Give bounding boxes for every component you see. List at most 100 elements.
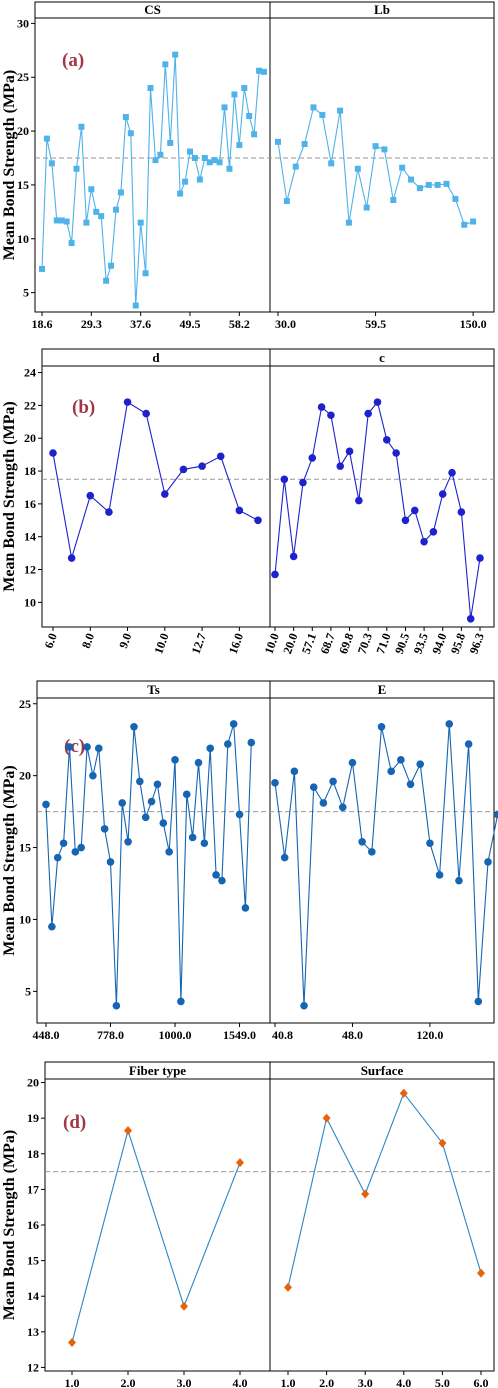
data-point (98, 213, 105, 220)
x-tick-label: 10.0 (261, 631, 281, 656)
data-point (226, 165, 233, 172)
x-tick-label: 93.5 (411, 631, 431, 656)
data-point (251, 131, 258, 138)
data-point (256, 67, 263, 74)
y-tick-label: 20 (19, 769, 31, 783)
y-tick-label: 18 (27, 1147, 39, 1161)
data-point (194, 758, 203, 767)
data-point (337, 107, 344, 114)
panel-frame (34, 1, 495, 313)
facet-surface: Surface 1.0 2.0 3.0 4.0 5.0 6.0 (281, 1063, 489, 1388)
facet-title: c (379, 350, 385, 365)
data-point (445, 720, 454, 728)
x-tick-label: 150.0 (460, 317, 487, 331)
data-point (484, 858, 492, 866)
data-point (426, 839, 434, 848)
y-tick-label: 12 (24, 563, 36, 577)
data-point (280, 475, 289, 484)
data-point (322, 1113, 331, 1123)
x-tick-label: 3.0 (177, 1376, 192, 1388)
data-point (130, 722, 138, 731)
data-point (58, 217, 65, 224)
data-point (63, 218, 70, 225)
data-point (354, 165, 361, 172)
x-tick-label: 49.5 (180, 317, 201, 331)
y-axis-label: Mean Bond Strength (MPa) (1, 765, 18, 955)
data-point (216, 159, 223, 166)
data-point (117, 189, 124, 196)
data-point (241, 85, 248, 91)
y-tick-label: 20 (27, 1076, 39, 1090)
y-tick-label: 5 (23, 286, 29, 300)
data-point (42, 800, 50, 809)
y-tick-label: 5 (25, 984, 31, 998)
y-tick-label: 13 (27, 1325, 39, 1339)
data-point (319, 111, 326, 118)
data-point (206, 159, 213, 166)
y-tick-label: 20 (24, 431, 36, 445)
y-tick-label: 10 (19, 912, 31, 926)
data-point (141, 813, 150, 822)
data-point (177, 997, 185, 1006)
data-point (493, 810, 498, 819)
data-point (271, 570, 279, 579)
data-point (310, 104, 317, 111)
data-point (390, 197, 397, 203)
y-tick-label: 20 (17, 124, 29, 138)
data-point (372, 143, 379, 150)
data-point (309, 783, 318, 791)
data-point (416, 760, 425, 768)
data-point (289, 552, 298, 561)
x-tick-label: 68.7 (317, 631, 337, 656)
panel-frame (41, 348, 495, 628)
data-point (317, 403, 326, 411)
facet-title: CS (144, 2, 161, 17)
data-point (461, 221, 468, 228)
data-point (452, 195, 459, 202)
data-point (94, 744, 103, 753)
data-point (383, 436, 391, 444)
data-point (83, 219, 90, 226)
x-tick-label: 71.0 (373, 631, 393, 656)
series-line (45, 723, 252, 1006)
data-point (368, 848, 376, 856)
data-point (399, 164, 406, 171)
y-tick-label: 25 (19, 697, 31, 711)
panel-label: (d) (63, 1112, 86, 1133)
x-tick-label: 1.0 (65, 1376, 80, 1388)
data-point (229, 720, 238, 728)
data-point (68, 240, 75, 247)
data-point (53, 853, 62, 862)
data-point (329, 777, 337, 786)
data-point (108, 262, 115, 269)
data-point (455, 876, 463, 885)
data-point (68, 1338, 76, 1348)
facet-c: c 10.020.057.168.769.870.371.090.593.594.… (261, 350, 486, 656)
x-tick-label: 40.8 (272, 1028, 293, 1042)
x-tick-label: 4.0 (233, 1376, 248, 1388)
data-point (457, 508, 466, 516)
y-tick-label: 15 (19, 841, 31, 855)
data-point (182, 790, 191, 799)
x-tick-label: 96.3 (466, 631, 486, 656)
data-point (397, 756, 405, 764)
facet-ts: Ts 448.0 778.0 1000.0 1549.0 (33, 682, 257, 1042)
data-point (381, 146, 388, 153)
series-line (71, 1128, 241, 1343)
series-line (277, 106, 474, 226)
series-line (41, 54, 265, 306)
data-point (93, 208, 100, 215)
data-point (474, 997, 483, 1006)
data-point (161, 490, 169, 498)
panel-d: 12 13 14 15 16 17 18 19 20 Mean Bond Strength (MP… (1, 1061, 495, 1388)
data-point (86, 491, 95, 500)
data-point (392, 449, 400, 457)
data-point (236, 142, 243, 149)
data-point (408, 176, 415, 183)
data-point (358, 838, 366, 846)
data-point (470, 218, 477, 225)
y-tick-label: 15 (17, 178, 29, 192)
data-point (438, 1138, 447, 1148)
facet-cs: CS 18.6 29.3 37.6 49.5 58.2 (32, 2, 267, 331)
